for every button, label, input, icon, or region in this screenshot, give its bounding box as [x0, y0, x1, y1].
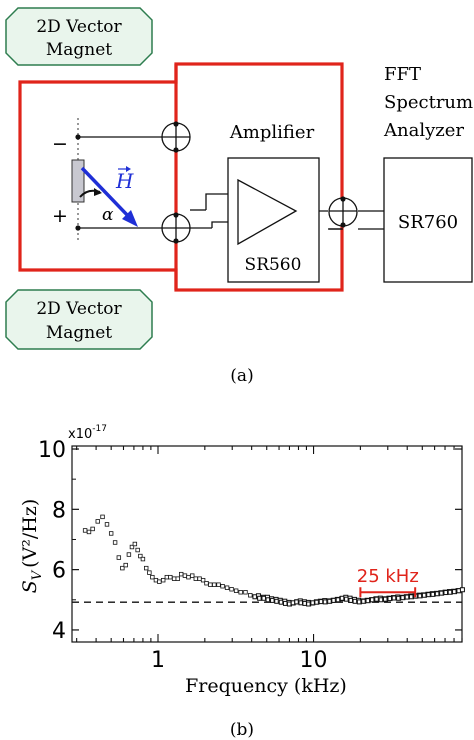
- y-axis-title-units: (V²/Hz): [19, 499, 41, 568]
- data-point: [140, 556, 146, 562]
- data-point: [186, 574, 191, 580]
- caption-b: (b): [230, 720, 254, 740]
- y-axis-title: SV(V²/Hz): [19, 499, 45, 594]
- analyzer-label-line1: FFT: [384, 64, 421, 85]
- magnet-bottom-line1: 2D Vector: [36, 299, 122, 319]
- analyzer-model: SR760: [398, 212, 458, 233]
- data-point: [120, 565, 125, 571]
- magnet-bottom-line2: Magnet: [46, 323, 112, 343]
- data-point: [233, 588, 239, 593]
- x-tick-label: 1: [151, 648, 165, 673]
- amplifier-model: SR560: [245, 255, 302, 275]
- magnet-box-top: [5, 7, 153, 66]
- data-point: [147, 570, 152, 575]
- data-point: [123, 562, 128, 568]
- data-point: [164, 574, 170, 580]
- data-point: [144, 565, 149, 571]
- red-wire-enclosure: [174, 62, 344, 292]
- schematic: 2D Vector Magnet 2D Vector Magnet α H − …: [5, 7, 473, 386]
- angle-label: α: [102, 205, 114, 225]
- analyzer-label-line3: Analyzer: [383, 120, 464, 141]
- plus-label: +: [52, 205, 68, 227]
- y-tick-label: 8: [52, 498, 66, 523]
- y-axis-title-main: S: [19, 580, 41, 593]
- plot-frame: [71, 445, 463, 643]
- connector-output: [328, 196, 358, 230]
- data-point: [224, 585, 230, 590]
- data-point: [116, 555, 122, 560]
- data-point: [104, 522, 110, 527]
- magnet-top-line2: Magnet: [46, 40, 112, 60]
- field-label-vector-tip: [126, 166, 131, 172]
- exponent-label: x10-17: [68, 424, 107, 442]
- data-point: [459, 587, 465, 593]
- y-tick-label: 10: [38, 438, 66, 463]
- field-label: H: [115, 169, 134, 193]
- data-point: [90, 526, 95, 532]
- caption-a: (a): [230, 366, 253, 386]
- data-point: [208, 582, 213, 587]
- data-point: [86, 529, 92, 535]
- y-axis-ticks: 4 6 8 10: [38, 438, 462, 644]
- data-point: [95, 519, 100, 524]
- x-axis-ticks: 1 10: [76, 446, 463, 673]
- amplifier-label: Amplifier: [229, 122, 315, 143]
- x-axis-title: Frequency (kHz): [185, 675, 347, 697]
- data-point: [126, 552, 132, 557]
- y-tick-label: 4: [52, 619, 66, 644]
- analyzer-box: [383, 157, 473, 283]
- data-point: [100, 514, 105, 520]
- data-point: [82, 528, 88, 533]
- y-axis-title-sub: V: [30, 569, 45, 580]
- data-point: [212, 582, 217, 587]
- data-point: [171, 576, 177, 581]
- amplifier-triangle: [237, 178, 298, 246]
- data-point: [168, 574, 173, 580]
- field-vector-arrowhead: [122, 210, 138, 227]
- data-point: [193, 576, 199, 581]
- red-wire-left-loop: [18, 64, 178, 290]
- data-point: [135, 547, 140, 553]
- y-tick-label: 6: [52, 559, 66, 584]
- data-points: [82, 514, 465, 607]
- noise-spectrum-chart: 4 6 8 10 1 10 25 kHz x10-17 SV(V²/Hz) Freque…: [19, 424, 465, 740]
- data-point: [108, 531, 114, 536]
- magnet-top-line1: 2D Vector: [36, 17, 122, 37]
- minus-label: −: [52, 133, 68, 155]
- data-point: [197, 576, 202, 581]
- exponent-base: x10: [68, 427, 92, 442]
- data-point: [216, 582, 221, 587]
- data-point: [150, 574, 155, 580]
- exponent-power: -17: [92, 424, 107, 434]
- sample-bar: [71, 159, 85, 203]
- analyzer-label-line2: Spectrum: [384, 92, 473, 113]
- angle-arrowhead: [94, 188, 102, 196]
- x-tick-label: 10: [300, 648, 328, 673]
- data-point: [138, 553, 143, 559]
- data-point: [238, 590, 243, 595]
- data-point: [129, 544, 135, 550]
- data-point: [112, 540, 118, 545]
- span-marker-25khz: [359, 587, 417, 598]
- span-annotation: 25 kHz: [357, 566, 419, 587]
- data-point: [204, 581, 209, 586]
- data-point: [160, 577, 166, 583]
- connector-bottom: [75, 212, 191, 244]
- data-point: [157, 579, 162, 584]
- field-vector: [80, 166, 134, 222]
- data-point: [190, 573, 195, 578]
- data-point: [132, 541, 138, 547]
- data-point: [175, 576, 180, 581]
- data-point: [200, 577, 206, 583]
- data-point: [182, 573, 188, 578]
- data-point: [229, 587, 234, 592]
- connector-top: [75, 121, 191, 153]
- data-point: [243, 590, 248, 595]
- magnet-box-bottom: [5, 289, 153, 350]
- data-point: [220, 584, 225, 589]
- data-point: [179, 571, 184, 577]
- data-point: [248, 593, 253, 598]
